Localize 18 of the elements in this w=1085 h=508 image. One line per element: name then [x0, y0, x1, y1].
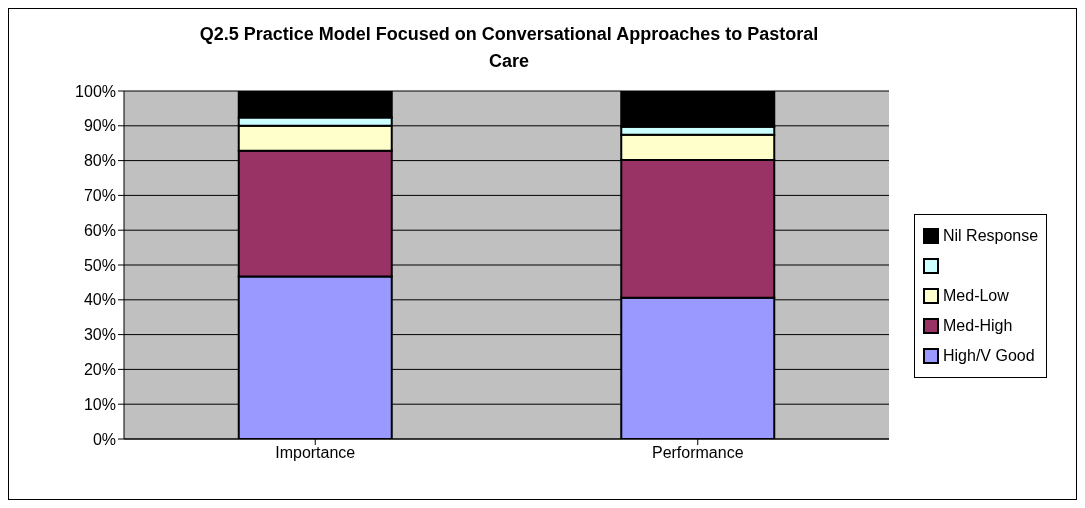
y-tick-label: 80% [83, 152, 116, 170]
y-tick-label: 40% [83, 291, 116, 309]
legend-label: High/V Good [943, 347, 1035, 365]
chart-title: Q2.5 Practice Model Focused on Conversational Approaches to Pastoral Care [198, 23, 820, 73]
x-tick-label: Performance [651, 444, 744, 462]
y-tick-label: 0% [92, 430, 116, 448]
y-tick-label: 100% [75, 82, 116, 100]
y-tick-label: 60% [83, 221, 116, 239]
y-tick-label: 10% [83, 395, 116, 413]
y-tick-label: 70% [83, 187, 116, 205]
y-tick-label: 90% [83, 117, 116, 135]
y-tick-label: 20% [83, 361, 116, 379]
legend-label: Nil Response [943, 227, 1039, 245]
legend-label: Med-Low [943, 287, 1009, 305]
legend-label: Med-High [943, 317, 1013, 335]
y-tick-label: 50% [83, 256, 116, 274]
y-tick-label: 30% [83, 326, 116, 344]
x-tick-label: Importance [275, 444, 356, 462]
